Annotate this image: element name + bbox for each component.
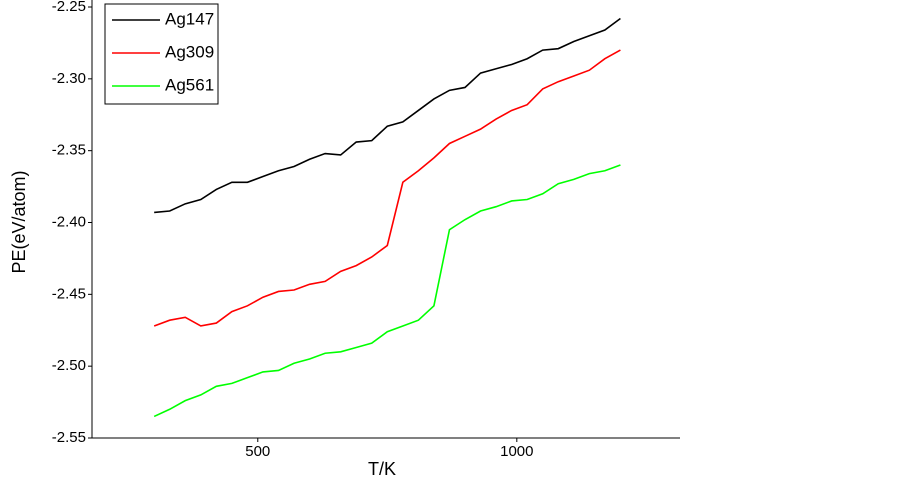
y-tick-label: -2.55 [52,429,86,446]
legend-label: Ag147 [165,9,214,28]
legend-label: Ag561 [165,75,214,94]
x-axis-title: T/K [368,459,396,479]
y-tick-label: -2.25 [52,0,86,15]
y-axis-title: PE(eV/atom) [9,170,29,273]
y-tick-label: -2.35 [52,142,86,159]
y-tick-label: -2.30 [52,70,86,87]
series-line [154,17,621,214]
x-tick-label: 500 [245,443,270,460]
series-line [153,49,621,327]
y-tick-label: -2.40 [52,213,86,230]
x-tick-label: 1000 [500,443,533,460]
y-tick-label: -2.50 [52,357,86,374]
legend-label: Ag309 [165,42,214,61]
series-line [153,164,621,418]
y-tick-label: -2.45 [52,285,86,302]
